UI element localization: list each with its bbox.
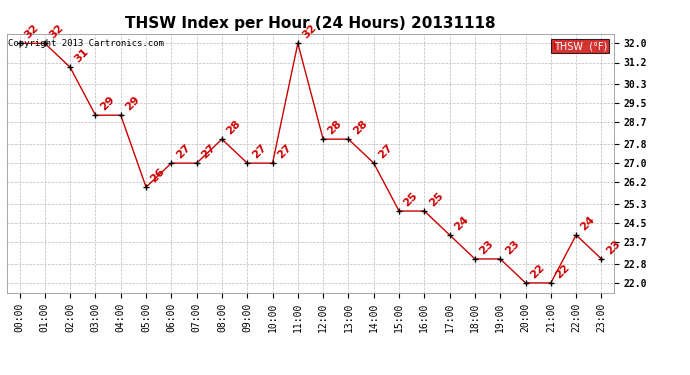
Text: 22: 22 — [529, 262, 546, 280]
Text: 25: 25 — [427, 190, 445, 208]
Text: 24: 24 — [579, 214, 597, 232]
Text: 27: 27 — [250, 142, 268, 160]
Legend: THSW  (°F): THSW (°F) — [551, 39, 609, 54]
Text: 27: 27 — [199, 142, 217, 160]
Text: 24: 24 — [453, 214, 471, 232]
Text: 22: 22 — [553, 262, 571, 280]
Text: 32: 32 — [301, 22, 319, 40]
Title: THSW Index per Hour (24 Hours) 20131118: THSW Index per Hour (24 Hours) 20131118 — [125, 16, 496, 31]
Text: 28: 28 — [351, 118, 369, 136]
Text: 25: 25 — [402, 190, 420, 208]
Text: 23: 23 — [477, 238, 495, 256]
Text: 32: 32 — [22, 22, 40, 40]
Text: 27: 27 — [174, 142, 192, 160]
Text: 28: 28 — [225, 118, 243, 136]
Text: 32: 32 — [48, 22, 66, 40]
Text: 29: 29 — [124, 94, 141, 112]
Text: 23: 23 — [604, 238, 622, 256]
Text: Copyright 2013 Cartronics.com: Copyright 2013 Cartronics.com — [8, 39, 164, 48]
Text: 27: 27 — [275, 142, 293, 160]
Text: 28: 28 — [326, 118, 344, 136]
Text: 26: 26 — [149, 166, 167, 184]
Text: 29: 29 — [98, 94, 117, 112]
Text: 31: 31 — [73, 46, 91, 64]
Text: 23: 23 — [503, 238, 521, 256]
Text: 27: 27 — [377, 142, 395, 160]
